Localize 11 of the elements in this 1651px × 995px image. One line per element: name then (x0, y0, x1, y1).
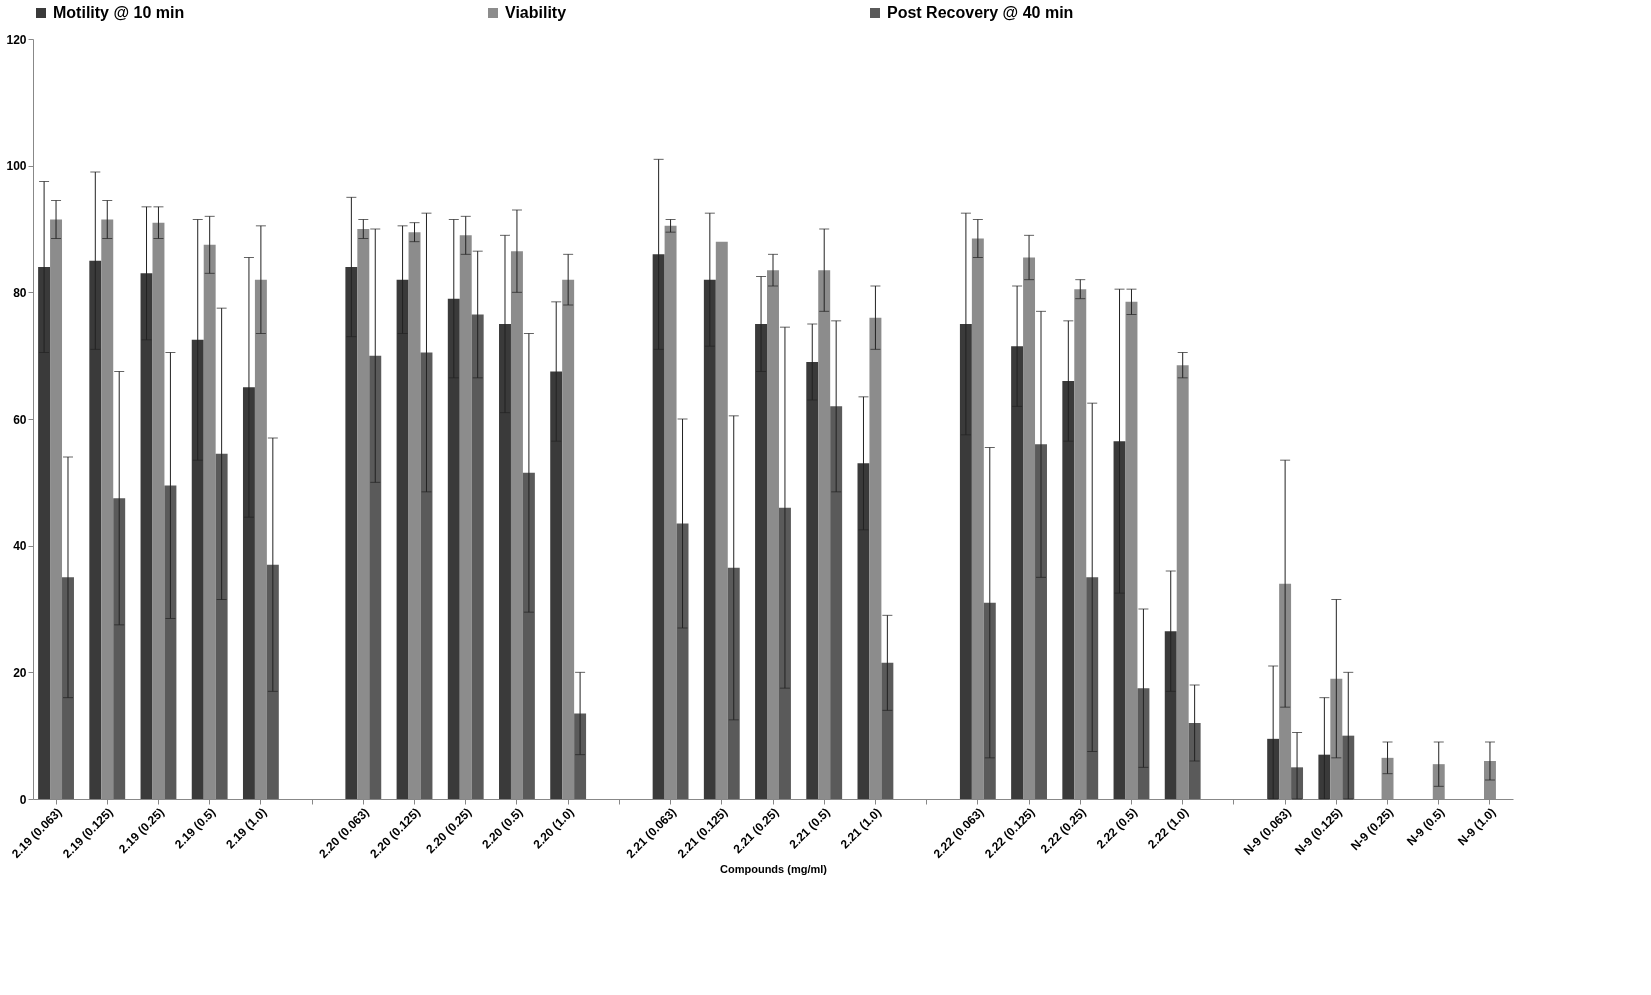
y-tick-label: 120 (6, 32, 27, 47)
y-tick-label: 100 (6, 159, 27, 174)
y-tick-label: 40 (13, 539, 27, 554)
y-tick-label: 80 (13, 285, 27, 300)
y-tick-label: 20 (13, 665, 27, 680)
legend-label: Post Recovery @ 40 min (887, 4, 1074, 21)
y-tick-label: 0 (19, 792, 27, 807)
legend-label: Motility @ 10 min (53, 4, 185, 21)
y-tick-label: 60 (13, 412, 27, 427)
x-axis-title: Compounds (mg/ml) (720, 863, 828, 876)
legend-label: Viability (505, 4, 567, 21)
